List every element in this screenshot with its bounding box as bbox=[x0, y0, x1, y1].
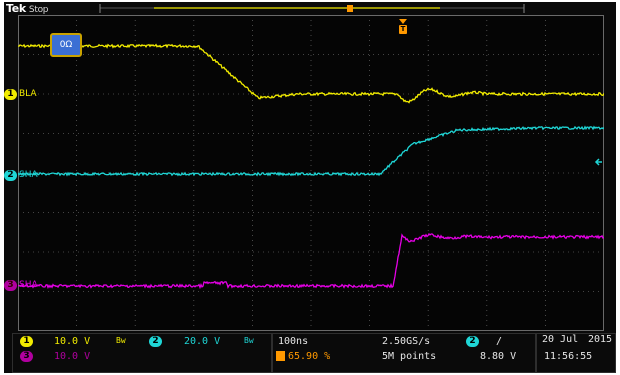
run-state: Stop bbox=[28, 5, 49, 15]
ch3-marker[interactable]: 3 bbox=[4, 280, 17, 291]
ch2-label: SHA bbox=[19, 170, 38, 180]
impedance-badge[interactable]: 0Ω bbox=[50, 33, 82, 57]
trigger-slope-icon[interactable]: / bbox=[496, 336, 503, 347]
status-ch2-scale[interactable]: 20.0 V bbox=[184, 336, 221, 347]
trigger-level-arrow-icon[interactable] bbox=[594, 152, 604, 171]
date: 20 Jul bbox=[542, 334, 579, 345]
waveform-graticule[interactable] bbox=[18, 15, 604, 331]
impedance-badge-text: 0Ω bbox=[59, 40, 73, 50]
ch2-marker[interactable]: 2 bbox=[4, 170, 17, 181]
trigger-source-chip[interactable]: 2 bbox=[466, 336, 479, 347]
status-bar: 1 10.0 V Bw 2 20.0 V Bw 3 10.0 V 100ns 6… bbox=[4, 332, 616, 373]
channel-settings-box[interactable] bbox=[12, 333, 272, 373]
ch3-waveform bbox=[18, 232, 604, 290]
time: 11:56:55 bbox=[544, 351, 593, 362]
timebase[interactable]: 100ns bbox=[278, 336, 309, 347]
trigger-position-chip-icon bbox=[276, 351, 285, 361]
ch1-waveform bbox=[18, 43, 604, 104]
ch2-waveform bbox=[18, 125, 604, 177]
ch3-label: SHA bbox=[19, 280, 38, 290]
record-end-bracket-icon bbox=[99, 4, 525, 13]
graticule-svg bbox=[18, 15, 604, 331]
trigger-level[interactable]: 8.80 V bbox=[480, 351, 517, 362]
record-view[interactable] bbox=[4, 2, 616, 15]
horizontal-position[interactable]: 65.90 % bbox=[288, 351, 331, 362]
trigger-position-text: T bbox=[400, 25, 406, 33]
trigger-position-icon[interactable]: T bbox=[398, 19, 408, 35]
brand-name: Tek bbox=[6, 2, 26, 15]
year: 2015 bbox=[588, 334, 613, 345]
status-ch3-scale[interactable]: 10.0 V bbox=[54, 351, 91, 362]
acquisition-box[interactable] bbox=[272, 333, 536, 373]
status-ch1-bw: Bw bbox=[116, 336, 126, 345]
status-ch3-chip[interactable]: 3 bbox=[20, 351, 33, 362]
brand-logo: Tek Stop bbox=[6, 2, 48, 15]
status-ch1-chip[interactable]: 1 bbox=[20, 336, 33, 347]
status-ch2-bw: Bw bbox=[244, 336, 254, 345]
graticule-background bbox=[18, 15, 604, 331]
status-ch2-chip[interactable]: 2 bbox=[149, 336, 162, 347]
ch1-marker[interactable]: 1 bbox=[4, 89, 17, 100]
status-ch1-scale[interactable]: 10.0 V bbox=[54, 336, 91, 347]
top-bar: Tek Stop bbox=[4, 2, 616, 15]
ch1-label: BLA bbox=[19, 89, 37, 99]
record-length[interactable]: 5M points bbox=[382, 351, 437, 362]
datetime-box bbox=[536, 333, 616, 373]
sample-rate: 2.50GS/s bbox=[382, 336, 431, 347]
record-position-icon bbox=[347, 5, 353, 12]
